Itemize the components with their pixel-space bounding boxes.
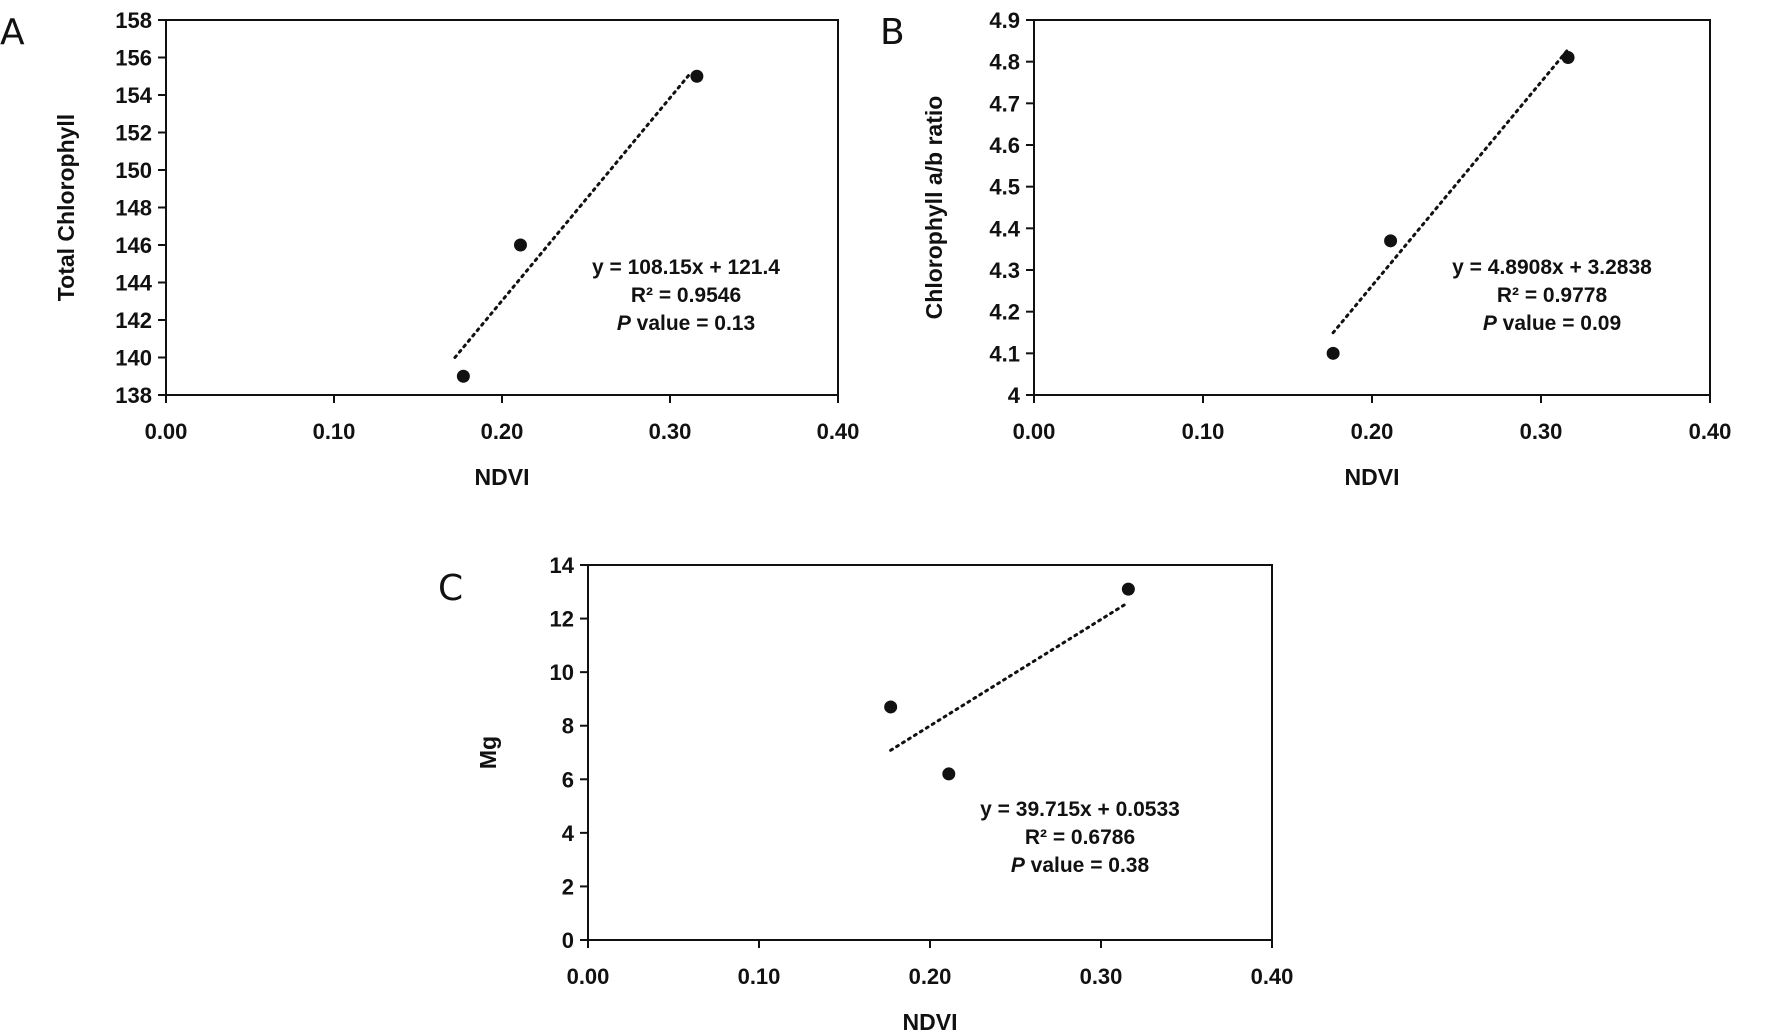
panel-c-data-point	[1121, 582, 1135, 596]
panel-b-p-symbol: P	[1483, 312, 1498, 335]
panel-a-y-tick-label: 146	[115, 233, 152, 258]
panel-a-data-point	[456, 369, 470, 383]
panel-b-data-point	[1561, 51, 1575, 64]
panel-b-x-tick-label: 0.00	[1013, 419, 1056, 444]
panel-b-y-tick-label: 4.6	[989, 133, 1020, 158]
panel-b-y-tick-label: 4.5	[989, 175, 1020, 200]
panel-a-x-tick-label: 0.40	[817, 419, 860, 444]
panel-a-x-axis-title: NDVI	[475, 464, 530, 490]
panel-c-data-point	[942, 767, 956, 781]
panel-a-y-tick-label: 144	[115, 271, 152, 296]
panel-c-y-tick-label: 12	[550, 607, 574, 632]
panel-b-x-tick-label: 0.10	[1182, 419, 1225, 444]
panel-b-y-tick-label: 4.3	[989, 258, 1020, 283]
panel-a-y-tick-label: 152	[115, 121, 152, 146]
panel-c-p-text: value = 0.38	[1025, 854, 1150, 877]
panel-b-equation: y = 4.8908x + 3.2838	[1452, 256, 1652, 279]
panel-a: A 138 140 142 144 146 148 150 152 154 156 158 0.00…	[0, 8, 859, 490]
panel-b-y-tick-label: 4.9	[989, 8, 1020, 33]
panel-b-label: B	[880, 12, 905, 53]
panel-b-x-ticks: 0.00 0.10 0.20 0.30 0.40	[1013, 395, 1732, 444]
panel-a-plot-area	[165, 19, 839, 396]
panel-c-label: C	[438, 568, 463, 609]
panel-b-y-tick-label: 4.7	[989, 91, 1020, 116]
panel-b-y-tick-label: 4.8	[989, 50, 1020, 75]
panel-b-y-tick-label: 4	[1008, 383, 1021, 408]
panel-c-y-tick-label: 10	[550, 660, 574, 685]
panel-b-x-tick-label: 0.30	[1520, 419, 1563, 444]
panel-a-y-tick-label: 140	[115, 346, 152, 371]
panel-b-data-point	[1326, 346, 1340, 360]
panel-c-y-tick-label: 8	[562, 714, 574, 739]
panel-a-y-axis-title: Total Chlorophyll	[53, 114, 79, 301]
panel-a-points	[456, 69, 704, 383]
panel-b-y-tick-label: 4.2	[989, 300, 1020, 325]
panel-a-data-point	[513, 238, 527, 252]
panel-c-p-symbol: P	[1011, 854, 1026, 877]
panel-b-y-tick-label: 4.4	[989, 216, 1020, 241]
panel-c-x-tick-label: 0.30	[1080, 964, 1123, 989]
panel-c-x-tick-label: 0.10	[738, 964, 781, 989]
panel-b-y-axis-title: Chlorophyll a/b ratio	[921, 96, 947, 320]
panel-c-x-tick-label: 0.20	[909, 964, 952, 989]
panel-a-r-squared: R² = 0.9546	[631, 284, 741, 307]
panel-c-y-tick-label: 2	[562, 874, 574, 899]
panel-b-p-text: value = 0.09	[1497, 312, 1621, 335]
panel-c-points	[884, 582, 1135, 781]
panel-b-x-tick-label: 0.20	[1351, 419, 1394, 444]
panel-a-p-symbol: P	[617, 312, 632, 335]
panel-a-y-tick-label: 150	[115, 158, 152, 183]
panel-c-r-squared: R² = 0.6786	[1025, 826, 1135, 849]
panel-c-y-tick-label: 6	[562, 767, 574, 792]
panel-c-x-axis-title: NDVI	[903, 1009, 958, 1035]
panel-b-data-point	[1384, 234, 1398, 248]
panel-c-x-tick-label: 0.00	[567, 964, 610, 989]
panel-a-regression-annotation: y = 108.15x + 121.4 R² = 0.9546 P value …	[592, 256, 780, 335]
panel-c-x-tick-label: 0.40	[1251, 964, 1294, 989]
panel-a-y-tick-label: 142	[115, 308, 152, 333]
panel-a-p-text: value = 0.13	[631, 312, 755, 335]
panel-a-y-tick-label: 156	[115, 46, 152, 71]
panel-c-regression-annotation: y = 39.715x + 0.0533 R² = 0.6786 P value…	[980, 798, 1180, 877]
panel-c-trendline	[889, 600, 1130, 752]
panel-b-plot-area	[1033, 19, 1711, 396]
panel-a-y-tick-label: 154	[115, 83, 152, 108]
panel-a-x-tick-label: 0.00	[145, 419, 188, 444]
panel-c-y-tick-label: 14	[550, 553, 575, 578]
panel-c-y-axis-title: Mg	[475, 736, 501, 769]
panel-a-label: A	[0, 12, 25, 53]
panel-c-y-ticks: 0 2 4 6 8 10 12 14	[550, 553, 588, 953]
panel-b-x-axis-title: NDVI	[1345, 464, 1400, 490]
panel-c-data-point	[884, 700, 898, 714]
panel-c-y-tick-label: 4	[562, 821, 575, 846]
panel-a-y-ticks: 138 140 142 144 146 148 150 152 154 156 158	[115, 8, 166, 408]
panel-a-p-value: P value = 0.13	[617, 312, 755, 335]
panel-b: B 44.14.24.34.44.54.64.74.84.9 0.00 0.10 0…	[880, 8, 1731, 490]
panel-a-x-tick-label: 0.30	[649, 419, 692, 444]
panel-a-y-tick-label: 148	[115, 196, 152, 221]
panel-b-regression-annotation: y = 4.8908x + 3.2838 R² = 0.9778 P value…	[1452, 256, 1652, 335]
panel-b-points	[1326, 51, 1575, 360]
panel-b-y-tick-label: 4.1	[989, 341, 1020, 366]
panel-b-trendline	[1331, 47, 1570, 335]
panel-c-p-value: P value = 0.38	[1011, 854, 1150, 877]
panel-c-x-ticks: 0.00 0.10 0.20 0.30 0.40	[567, 940, 1294, 989]
panel-c-equation: y = 39.715x + 0.0533	[980, 798, 1180, 821]
panel-a-trendline	[453, 74, 690, 359]
panel-b-y-ticks: 4 4.1 4.2 4.3 4.4 4.5 4.6 4.7 4.8 4.9	[989, 8, 1034, 408]
panel-a-y-tick-label: 158	[115, 8, 152, 33]
panel-a-x-ticks: 0.00 0.10 0.20 0.30 0.40	[145, 395, 860, 444]
panel-a-x-tick-label: 0.10	[313, 419, 356, 444]
panel-c-y-tick-label: 0	[562, 928, 574, 953]
panel-a-x-tick-label: 0.20	[481, 419, 524, 444]
panel-a-equation: y = 108.15x + 121.4	[592, 256, 780, 279]
panel-c-plot-area	[587, 564, 1273, 941]
panel-b-r-squared: R² = 0.9778	[1497, 284, 1608, 307]
panel-b-x-tick-label: 0.40	[1689, 419, 1732, 444]
panel-a-y-tick-label: 138	[115, 383, 152, 408]
panel-a-data-point	[690, 69, 704, 83]
panel-b-p-value: P value = 0.09	[1483, 312, 1621, 335]
